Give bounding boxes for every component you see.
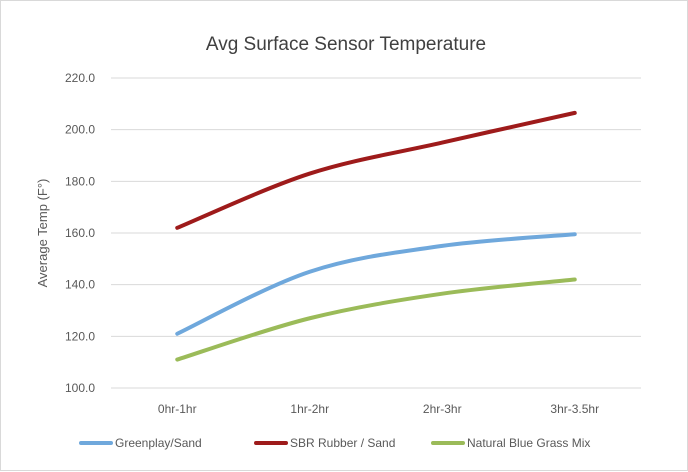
chart-title: Avg Surface Sensor Temperature bbox=[206, 34, 486, 55]
gridlines bbox=[111, 78, 641, 388]
x-tick-label: 1hr-2hr bbox=[290, 402, 329, 416]
legend-label: Greenplay/Sand bbox=[115, 436, 202, 450]
y-tick-label: 100.0 bbox=[65, 381, 95, 395]
legend: Greenplay/Sand SBR Rubber / Sand Natural B… bbox=[81, 436, 590, 450]
x-tick-label: 2hr-3hr bbox=[423, 402, 462, 416]
legend-label: Natural Blue Grass Mix bbox=[467, 436, 590, 450]
y-tick-label: 120.0 bbox=[65, 329, 95, 343]
series-line-natural-blue-grass-mix bbox=[177, 280, 575, 360]
x-axis-ticks: 0hr-1hr 1hr-2hr 2hr-3hr 3hr-3.5hr bbox=[158, 402, 599, 416]
y-axis-ticks: 100.0 120.0 140.0 160.0 180.0 200.0 220.0 bbox=[65, 71, 95, 395]
y-tick-label: 220.0 bbox=[65, 71, 95, 85]
y-tick-label: 140.0 bbox=[65, 278, 95, 292]
legend-label: SBR Rubber / Sand bbox=[290, 436, 395, 450]
y-tick-label: 180.0 bbox=[65, 174, 95, 188]
y-tick-label: 160.0 bbox=[65, 226, 95, 240]
x-tick-label: 0hr-1hr bbox=[158, 402, 197, 416]
x-tick-label: 3hr-3.5hr bbox=[550, 402, 599, 416]
y-axis-label: Average Temp (F°) bbox=[35, 179, 50, 288]
series-lines bbox=[177, 113, 575, 360]
y-tick-label: 200.0 bbox=[65, 123, 95, 137]
